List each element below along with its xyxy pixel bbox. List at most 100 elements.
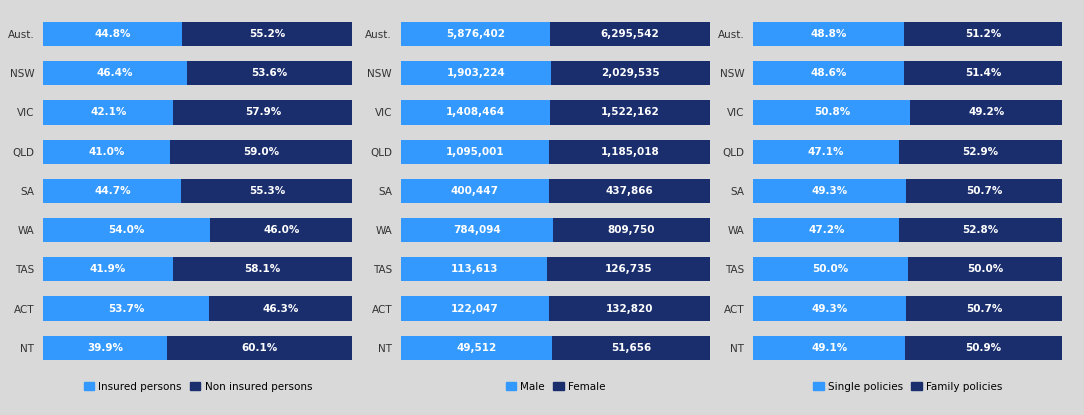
Bar — [753, 100, 911, 124]
Bar — [900, 218, 1062, 242]
Bar — [753, 218, 900, 242]
Text: 400,447: 400,447 — [451, 186, 499, 196]
Legend: Insured persons, Non insured persons: Insured persons, Non insured persons — [83, 382, 312, 392]
Bar — [401, 61, 551, 85]
Bar — [43, 336, 167, 360]
Bar — [210, 218, 352, 242]
Bar — [550, 139, 710, 164]
Text: 53.7%: 53.7% — [108, 303, 144, 314]
Bar — [401, 179, 549, 203]
Text: 6,295,542: 6,295,542 — [601, 29, 659, 39]
Text: 39.9%: 39.9% — [87, 343, 122, 353]
Bar — [182, 22, 352, 46]
Text: 55.2%: 55.2% — [249, 29, 285, 39]
Bar — [753, 336, 905, 360]
Bar — [401, 139, 550, 164]
Bar — [753, 296, 906, 321]
Text: 53.6%: 53.6% — [251, 68, 287, 78]
Text: 1,185,018: 1,185,018 — [601, 146, 659, 157]
Text: 54.0%: 54.0% — [108, 225, 145, 235]
Text: 59.0%: 59.0% — [243, 146, 280, 157]
Bar — [173, 100, 352, 124]
Bar — [753, 257, 907, 281]
Text: 47.2%: 47.2% — [808, 225, 844, 235]
Text: 44.7%: 44.7% — [94, 186, 131, 196]
Text: 50.0%: 50.0% — [813, 264, 849, 274]
Bar — [181, 179, 352, 203]
Text: 2,029,535: 2,029,535 — [601, 68, 660, 78]
Text: 809,750: 809,750 — [608, 225, 656, 235]
Bar — [43, 22, 182, 46]
Bar — [551, 61, 710, 85]
Text: 1,408,464: 1,408,464 — [446, 107, 505, 117]
Text: 51,656: 51,656 — [611, 343, 651, 353]
Text: 46.3%: 46.3% — [262, 303, 299, 314]
Bar — [43, 218, 210, 242]
Text: 44.8%: 44.8% — [94, 29, 131, 39]
Text: 41.0%: 41.0% — [89, 146, 125, 157]
Bar — [551, 22, 710, 46]
Text: 41.9%: 41.9% — [90, 264, 126, 274]
Bar — [552, 336, 710, 360]
Bar — [401, 100, 550, 124]
Text: 49,512: 49,512 — [456, 343, 496, 353]
Bar — [550, 100, 710, 124]
Text: 49.2%: 49.2% — [968, 107, 1005, 117]
Bar — [905, 336, 1062, 360]
Bar — [167, 336, 352, 360]
Text: 126,735: 126,735 — [605, 264, 653, 274]
Bar — [401, 257, 547, 281]
Text: 784,094: 784,094 — [453, 225, 501, 235]
Text: 132,820: 132,820 — [606, 303, 654, 314]
Bar — [753, 179, 906, 203]
Bar — [753, 139, 899, 164]
Text: 58.1%: 58.1% — [244, 264, 281, 274]
Text: 60.1%: 60.1% — [242, 343, 278, 353]
Text: 49.3%: 49.3% — [812, 303, 848, 314]
Bar — [401, 22, 551, 46]
Bar — [43, 296, 209, 321]
Bar — [549, 296, 710, 321]
Bar — [553, 218, 710, 242]
Bar — [43, 100, 173, 124]
Bar — [401, 296, 549, 321]
Bar — [170, 139, 352, 164]
Text: 48.8%: 48.8% — [811, 29, 847, 39]
Text: 50.8%: 50.8% — [814, 107, 850, 117]
Bar — [906, 296, 1062, 321]
Bar — [907, 257, 1062, 281]
Bar — [904, 61, 1062, 85]
Bar — [401, 218, 553, 242]
Bar — [753, 61, 904, 85]
Text: 1,903,224: 1,903,224 — [447, 68, 505, 78]
Bar — [43, 179, 181, 203]
Bar — [549, 179, 710, 203]
Bar — [899, 139, 1062, 164]
Bar — [43, 139, 170, 164]
Bar — [186, 61, 352, 85]
Text: 52.8%: 52.8% — [963, 225, 998, 235]
Text: 50.9%: 50.9% — [966, 343, 1002, 353]
Bar — [172, 257, 352, 281]
Text: 51.2%: 51.2% — [965, 29, 1002, 39]
Text: 50.0%: 50.0% — [967, 264, 1003, 274]
Text: 42.1%: 42.1% — [90, 107, 127, 117]
Text: 1,522,162: 1,522,162 — [601, 107, 659, 117]
Legend: Single policies, Family policies: Single policies, Family policies — [813, 382, 1003, 392]
Text: 51.4%: 51.4% — [965, 68, 1002, 78]
Legend: Male, Female: Male, Female — [506, 382, 605, 392]
Text: 1,095,001: 1,095,001 — [446, 146, 504, 157]
Bar — [209, 296, 352, 321]
Bar — [753, 22, 904, 46]
Bar — [904, 22, 1062, 46]
Text: 49.1%: 49.1% — [811, 343, 848, 353]
Text: 437,866: 437,866 — [606, 186, 654, 196]
Text: 47.1%: 47.1% — [808, 146, 844, 157]
Text: 122,047: 122,047 — [451, 303, 499, 314]
Bar — [547, 257, 710, 281]
Bar — [43, 61, 186, 85]
Text: 113,613: 113,613 — [450, 264, 498, 274]
Text: 55.3%: 55.3% — [248, 186, 285, 196]
Text: 46.0%: 46.0% — [263, 225, 299, 235]
Text: 5,876,402: 5,876,402 — [447, 29, 505, 39]
